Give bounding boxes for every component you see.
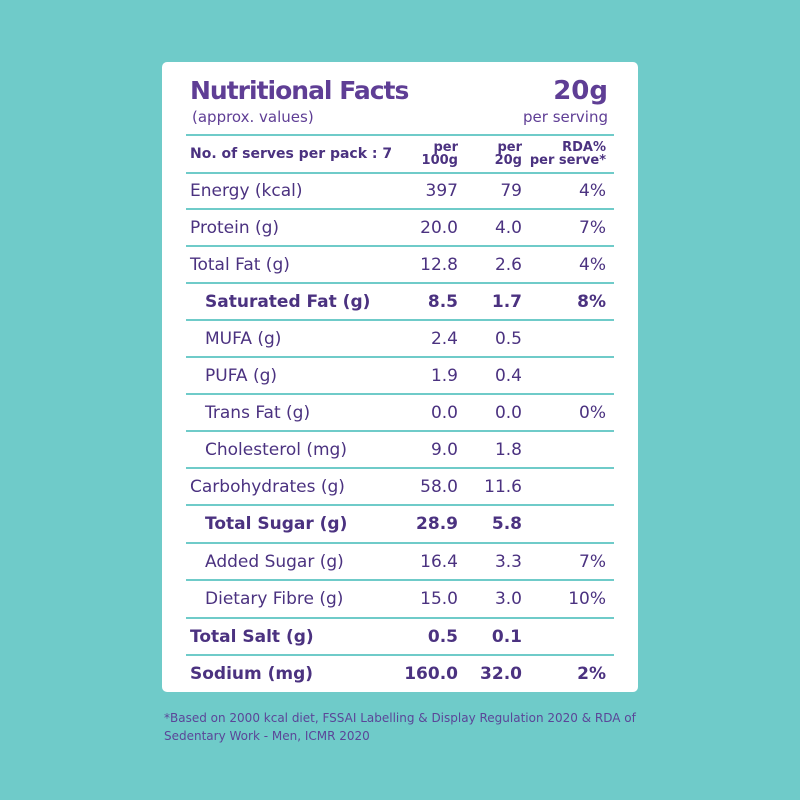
column-header-rda: RDA% per serve* xyxy=(530,136,606,172)
value-rda: 4% xyxy=(579,254,606,275)
table-row: Total Salt (g) 0.5 0.1 xyxy=(186,617,614,654)
value-per-100g: 28.9 xyxy=(416,514,458,534)
serving-size: 20g xyxy=(553,76,608,106)
value-per-100g: 2.4 xyxy=(430,328,458,349)
value-rda: 4% xyxy=(579,181,606,201)
column-header-rda-top: RDA% xyxy=(562,140,606,155)
value-per-100g: 1.9 xyxy=(430,365,458,386)
nutrient-label: MUFA (g) xyxy=(205,328,282,349)
value-per-20g: 2.6 xyxy=(494,254,522,275)
value-per-100g: 397 xyxy=(425,181,458,201)
value-per-100g: 9.0 xyxy=(430,439,458,460)
value-per-100g: 160.0 xyxy=(404,663,458,684)
value-rda: 8% xyxy=(577,291,606,312)
footnote: *Based on 2000 kcal diet, FSSAI Labellin… xyxy=(164,711,636,743)
table-row: Energy (kcal) 397 79 4% xyxy=(186,172,614,208)
nutrient-label: Total Salt (g) xyxy=(190,626,314,647)
table-row: Total Sugar (g) 28.9 5.8 xyxy=(186,504,614,542)
table-row: Total Fat (g) 12.8 2.6 4% xyxy=(186,245,614,282)
column-header-per-20g: per 20g xyxy=(495,136,522,172)
nutrient-label: Saturated Fat (g) xyxy=(205,291,371,312)
panel-subtitle: (approx. values) xyxy=(192,108,314,126)
nutrient-label: Carbohydrates (g) xyxy=(190,476,345,497)
value-per-100g: 15.0 xyxy=(420,589,458,609)
nutrient-label: PUFA (g) xyxy=(205,365,278,386)
nutrient-label: Protein (g) xyxy=(190,217,280,238)
table-row: Saturated Fat (g) 8.5 1.7 8% xyxy=(186,282,614,319)
value-per-20g: 0.5 xyxy=(494,328,522,349)
column-header-per-100g: per 100g xyxy=(422,136,458,172)
table-header-row: No. of serves per pack : 7 per 100g per … xyxy=(186,134,614,172)
value-per-100g: 8.5 xyxy=(427,291,458,312)
value-rda: 7% xyxy=(579,551,606,572)
panel-title: Nutritional Facts xyxy=(190,76,409,105)
table-row: Added Sugar (g) 16.4 3.3 7% xyxy=(186,542,614,579)
table-row: Trans Fat (g) 0.0 0.0 0% xyxy=(186,393,614,430)
value-per-20g: 11.6 xyxy=(484,476,522,497)
nutrition-panel: Nutritional Facts (approx. values) 20g p… xyxy=(162,62,638,692)
column-header-rda-bottom: per serve* xyxy=(529,153,606,168)
nutrition-table: No. of serves per pack : 7 per 100g per … xyxy=(186,134,614,691)
value-per-20g: 5.8 xyxy=(491,514,522,534)
value-per-100g: 0.5 xyxy=(427,626,458,647)
nutrient-label: Total Fat (g) xyxy=(190,254,290,275)
nutrient-label: Dietary Fibre (g) xyxy=(205,589,344,609)
value-per-20g: 1.7 xyxy=(491,291,522,312)
column-header-per-100g-bottom: 100g xyxy=(421,153,458,168)
value-rda: 10% xyxy=(568,589,606,609)
serving-label: per serving xyxy=(523,108,608,126)
column-header-per-100g-top: per xyxy=(433,140,458,155)
value-per-100g: 16.4 xyxy=(420,551,458,572)
nutrient-label: Energy (kcal) xyxy=(190,181,303,201)
value-per-20g: 0.0 xyxy=(494,402,522,423)
value-per-20g: 3.0 xyxy=(494,589,522,609)
value-per-20g: 0.1 xyxy=(491,626,522,647)
table-row: Cholesterol (mg) 9.0 1.8 xyxy=(186,430,614,467)
column-header-per-20g-top: per xyxy=(497,140,522,155)
nutrient-label: Cholesterol (mg) xyxy=(205,439,347,460)
nutrient-label: Sodium (mg) xyxy=(190,663,314,684)
value-per-20g: 4.0 xyxy=(494,217,522,238)
serves-per-pack: No. of serves per pack : 7 xyxy=(190,146,393,162)
nutrient-label: Total Sugar (g) xyxy=(205,514,348,534)
value-rda: 2% xyxy=(577,663,606,684)
table-row: Protein (g) 20.0 4.0 7% xyxy=(186,208,614,245)
column-header-per-20g-bottom: 20g xyxy=(494,153,522,168)
value-rda: 0% xyxy=(579,402,606,423)
value-per-100g: 0.0 xyxy=(430,402,458,423)
value-per-20g: 3.3 xyxy=(494,551,522,572)
table-row: Sodium (mg) 160.0 32.0 2% xyxy=(186,654,614,691)
value-per-100g: 12.8 xyxy=(420,254,458,275)
table-row: Carbohydrates (g) 58.0 11.6 xyxy=(186,467,614,504)
table-row: PUFA (g) 1.9 0.4 xyxy=(186,356,614,393)
table-row: MUFA (g) 2.4 0.5 xyxy=(186,319,614,356)
nutrient-label: Trans Fat (g) xyxy=(205,402,311,423)
value-per-100g: 58.0 xyxy=(420,476,458,497)
value-per-20g: 79 xyxy=(500,181,522,201)
nutrient-label: Added Sugar (g) xyxy=(205,551,344,572)
value-per-20g: 0.4 xyxy=(494,365,522,386)
value-per-100g: 20.0 xyxy=(420,217,458,238)
panel-header: Nutritional Facts (approx. values) 20g p… xyxy=(190,76,608,134)
table-row: Dietary Fibre (g) 15.0 3.0 10% xyxy=(186,579,614,617)
value-rda: 7% xyxy=(579,217,606,238)
value-per-20g: 1.8 xyxy=(494,439,522,460)
value-per-20g: 32.0 xyxy=(480,663,522,684)
